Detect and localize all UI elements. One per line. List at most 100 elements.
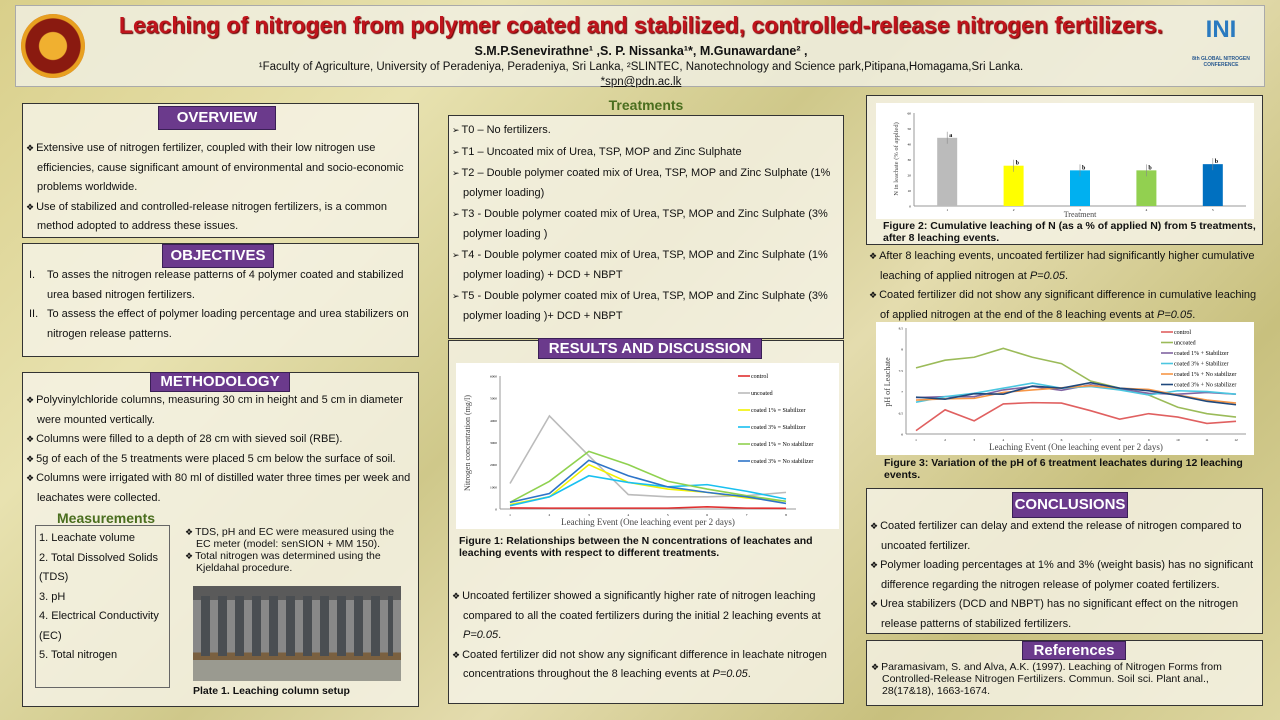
- x-tick-label: 8: [1119, 438, 1121, 442]
- objective-number: I.: [29, 269, 36, 281]
- y-tick-label: 10: [908, 189, 912, 193]
- objective-number: II.: [29, 308, 39, 320]
- figure-3-caption: Figure 3: Variation of the pH of 6 treat…: [884, 457, 1243, 481]
- legend-label: coated 1% + Stabilizer: [1174, 351, 1229, 357]
- figure-2-finding: Coated fertilizer did not show any signi…: [869, 286, 1261, 325]
- email-link[interactable]: *spn@pdn.ac.lk: [600, 76, 682, 88]
- x-tick-label: 11: [1205, 438, 1209, 442]
- legend-label: coated 1% = Stabilizer: [751, 408, 806, 414]
- methodology-panel: Polyvinylchloride columns, measuring 30 …: [22, 372, 419, 707]
- legend-label: coated 3% + No stabilizer: [1174, 383, 1236, 389]
- x-tick-label: 1: [509, 513, 511, 517]
- x-tick-label: 10: [1176, 438, 1180, 442]
- legend-label: control: [751, 374, 768, 380]
- legend-label: coated 3% = Stabilizer: [751, 425, 806, 431]
- treatment-item: T2 – Double polymer coated mix of Urea, …: [452, 164, 837, 203]
- y-tick-label: 60: [908, 112, 912, 116]
- conference-logo-mark: INI: [1205, 16, 1237, 43]
- conclusion-item: Coated fertilizer can delay and extend t…: [870, 517, 1255, 556]
- significance-label: a: [949, 133, 952, 139]
- significance-label: b: [1215, 159, 1219, 165]
- significance-label: b: [1016, 161, 1020, 167]
- objectives-heading: OBJECTIVES: [162, 244, 274, 268]
- measurement-note: TDS, pH and EC were measured using the E…: [185, 526, 410, 550]
- series-line-3: [509, 474, 787, 507]
- results-text: .: [747, 668, 751, 680]
- x-tick-label: 3: [1079, 208, 1081, 212]
- y-tick-label: 20: [908, 174, 912, 178]
- legend-label: coated 3% = No stabilizer: [751, 459, 813, 465]
- y-tick-label: 50: [908, 127, 912, 131]
- bar: [1003, 165, 1024, 206]
- references-heading: References: [1022, 641, 1126, 660]
- legend-label: coated 1% = No stabilizer: [751, 442, 813, 448]
- x-tick-label: 4: [1002, 438, 1004, 442]
- x-tick-label: 6: [706, 513, 708, 517]
- treatments-heading: Treatments: [608, 97, 684, 113]
- treatment-item: T4 - Double polymer coated mix of Urea, …: [452, 246, 837, 285]
- objective-text: To assess the effect of polymer loading …: [47, 308, 409, 340]
- x-tick-label: 1: [946, 208, 948, 212]
- results-text: .: [498, 629, 502, 641]
- treatment-item: T5 - Double polymer coated mix of Urea, …: [452, 287, 837, 326]
- measurement-item: 4. Electrical Conductivity (EC): [39, 610, 159, 642]
- figure-3-chart: 6 6.5 7 7.5 8 8.5 1 2 3 4 5 6 7 8 9 10 11 12 Leaching Even…: [876, 322, 1254, 455]
- x-tick-label: 5: [1031, 438, 1033, 442]
- series-line-0: [509, 505, 787, 510]
- series-line-5: [915, 381, 1237, 406]
- y-tick-label: 3000: [490, 441, 497, 445]
- series-line-0: [915, 401, 1237, 432]
- methodology-heading: METHODOLOGY: [150, 372, 290, 392]
- x-tick-label: 12: [1234, 438, 1238, 442]
- results-item: Coated fertilizer did not show any signi…: [452, 646, 837, 685]
- y-tick-label: 30: [908, 158, 912, 162]
- university-logo: [21, 14, 85, 78]
- series-line-5: [509, 459, 787, 505]
- legend-label: control: [1174, 330, 1191, 336]
- y-tick-label: 6: [901, 433, 903, 437]
- method-item: Polyvinylchloride columns, measuring 30 …: [26, 391, 411, 430]
- method-item: 5g of each of the 5 treatments were plac…: [26, 450, 411, 470]
- figure-1-caption: Figure 1: Relationships between the N co…: [459, 535, 813, 559]
- finding-text: Coated fertilizer did not show any signi…: [879, 289, 1257, 321]
- y-axis-title: Nitrogen concentration (mg/l): [463, 395, 472, 491]
- header-banner: Leaching of nitrogen from polymer coated…: [15, 5, 1266, 88]
- results-heading: RESULTS AND DISCUSSION: [538, 338, 762, 359]
- bar: [1202, 164, 1223, 206]
- finding-text: After 8 leaching events, uncoated fertil…: [879, 250, 1255, 282]
- x-tick-label: 8: [785, 513, 787, 517]
- measurement-item: 3. pH: [39, 590, 66, 603]
- y-tick-label: 8: [901, 348, 903, 352]
- x-tick-label: 2: [549, 513, 551, 517]
- legend-label: uncoated: [751, 391, 773, 397]
- x-tick-label: 3: [973, 438, 975, 442]
- poster-title: Leaching of nitrogen from polymer coated…: [118, 12, 1164, 38]
- conference-logo: INI 8th GLOBAL NITROGEN CONFERENCE: [1176, 16, 1266, 68]
- y-tick-label: 4000: [490, 419, 497, 423]
- results-panel: 0 1000 2000 3000 4000 5000 6000 1 2 3 4 5 6 7 8 Leachin…: [448, 340, 844, 704]
- x-tick-label: 5: [667, 513, 669, 517]
- x-tick-label: 6: [1061, 438, 1063, 442]
- results-item: Uncoated fertilizer showed a significant…: [452, 587, 837, 646]
- p-value: P=0.05: [1029, 269, 1066, 282]
- measurements-list: 1. Leachate volume 2. Total Dissolved So…: [35, 525, 170, 688]
- x-tick-label: 1: [915, 438, 917, 442]
- legend-label: uncoated: [1174, 341, 1196, 347]
- series-line-1: [915, 347, 1237, 418]
- figure-2-chart: 0 10 20 30 40 50 60 a 1 b 2 b 3 b 4 b 5 Treatment N in lea…: [876, 103, 1254, 219]
- series-line-4: [509, 450, 787, 504]
- x-tick-label: 7: [746, 513, 748, 517]
- method-item: Columns were irrigated with 80 ml of dis…: [26, 469, 411, 508]
- x-tick-label: 4: [1146, 208, 1148, 212]
- legend-label: coated 1% + No stabilizer: [1174, 372, 1236, 378]
- y-tick-label: 5000: [490, 397, 497, 401]
- y-tick-label: 1000: [490, 485, 497, 489]
- measurement-note: Total nitrogen was determined using the …: [185, 550, 410, 574]
- affiliations: ¹Faculty of Agriculture, University of P…: [258, 61, 1024, 73]
- p-value: P=0.05: [712, 668, 748, 680]
- x-tick-label: 2: [1013, 208, 1015, 212]
- significance-label: b: [1082, 165, 1086, 171]
- y-tick-label: 6.5: [899, 411, 904, 415]
- x-axis-title: Leaching Event (One leaching event per 2…: [989, 442, 1163, 452]
- x-axis-title: Treatment: [1064, 210, 1097, 219]
